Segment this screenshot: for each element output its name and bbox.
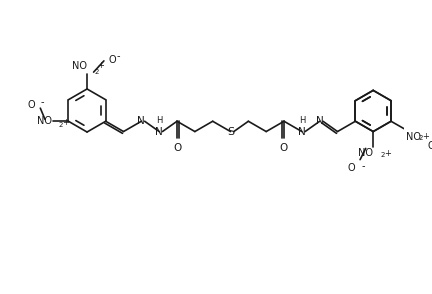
Text: N: N	[137, 116, 145, 126]
Text: N: N	[298, 126, 306, 136]
Text: +: +	[62, 118, 69, 127]
Text: S: S	[227, 126, 234, 136]
Text: +: +	[97, 61, 104, 70]
Text: +: +	[422, 133, 429, 141]
Text: +: +	[384, 149, 391, 158]
Text: 2: 2	[381, 152, 385, 158]
Text: 2: 2	[418, 135, 422, 141]
Text: -: -	[116, 51, 120, 61]
Text: NO: NO	[72, 61, 87, 71]
Text: NO: NO	[38, 116, 53, 126]
Text: O: O	[348, 163, 356, 173]
Text: N: N	[156, 126, 163, 136]
Text: -: -	[362, 161, 365, 171]
Text: NO: NO	[358, 148, 373, 158]
Text: NO: NO	[406, 131, 421, 141]
Text: N: N	[316, 116, 324, 126]
Text: 2: 2	[95, 69, 99, 75]
Text: O: O	[279, 143, 287, 153]
Text: O: O	[174, 143, 182, 153]
Text: -: -	[40, 98, 44, 108]
Text: O: O	[27, 100, 35, 110]
Text: H: H	[156, 116, 162, 125]
Text: O: O	[108, 55, 116, 65]
Text: O: O	[428, 141, 432, 151]
Text: 2: 2	[58, 122, 63, 128]
Text: H: H	[299, 116, 305, 125]
